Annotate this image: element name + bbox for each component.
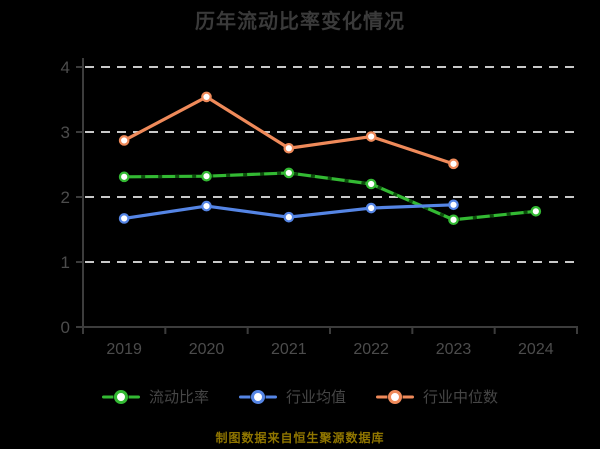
data-point-marker xyxy=(530,206,542,217)
legend-item-current-ratio[interactable]: 流动比率 xyxy=(101,386,209,407)
data-point-marker xyxy=(448,158,459,170)
y-tick-label: 3 xyxy=(61,123,70,142)
chart-legend: 流动比率 行业均值 行业中位数 xyxy=(0,386,600,407)
x-tick-label: 2019 xyxy=(106,341,142,358)
legend-line-marker-icon xyxy=(238,388,277,406)
data-point-marker xyxy=(365,131,377,142)
legend-label: 行业均值 xyxy=(285,389,346,406)
chart-title: 历年流动比率变化情况 xyxy=(195,11,405,33)
data-point-marker xyxy=(118,171,130,183)
data-source-note: 制图数据来自恒生聚源数据库 xyxy=(215,431,385,445)
x-tick-label: 2024 xyxy=(518,341,554,358)
data-point-marker xyxy=(448,199,459,211)
legend-item-industry-mean[interactable]: 行业均值 xyxy=(238,386,346,407)
legend-label: 行业中位数 xyxy=(423,389,499,406)
line-chart: 0 1 2 3 4 2019 2020 2021 2022 2023 2024 xyxy=(61,58,579,358)
data-point-marker xyxy=(365,202,377,214)
series-line-overlay-0 xyxy=(124,171,536,222)
data-point-marker xyxy=(201,200,212,212)
y-tick-label: 1 xyxy=(61,253,70,272)
legend-line-marker-icon xyxy=(376,388,414,406)
data-point-marker xyxy=(283,167,295,179)
x-tick-label: 2021 xyxy=(271,341,307,358)
data-point-marker xyxy=(448,214,459,226)
legend-label: 流动比率 xyxy=(148,389,209,406)
y-tick-label: 2 xyxy=(61,188,70,207)
x-tick-label: 2022 xyxy=(353,341,389,358)
data-point-marker xyxy=(201,91,212,103)
y-tick-label: 0 xyxy=(61,318,70,337)
data-point-marker xyxy=(118,213,130,224)
x-tick-label: 2020 xyxy=(189,341,225,358)
data-point-marker xyxy=(283,211,295,223)
data-point-marker xyxy=(365,178,377,190)
data-point-marker xyxy=(201,170,212,182)
legend-line-marker-icon xyxy=(101,388,140,406)
x-tick-label: 2023 xyxy=(436,341,472,358)
legend-item-industry-median[interactable]: 行业中位数 xyxy=(376,386,498,407)
series-line-2 xyxy=(122,95,456,166)
data-point-marker xyxy=(283,142,295,154)
y-tick-label: 4 xyxy=(61,58,70,77)
data-point-marker xyxy=(118,135,130,146)
